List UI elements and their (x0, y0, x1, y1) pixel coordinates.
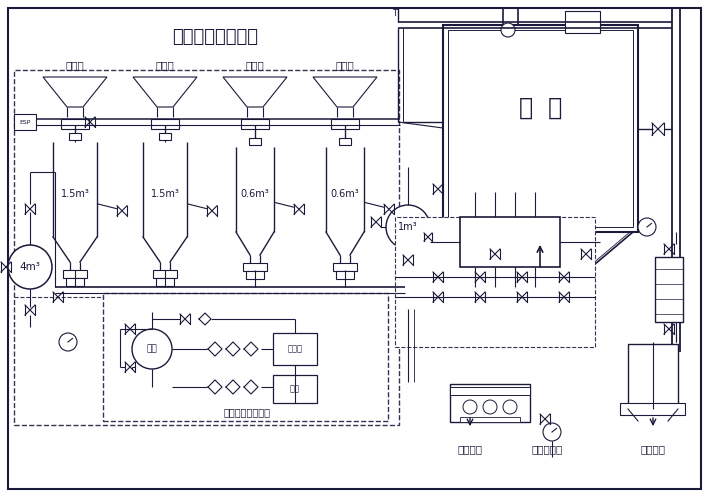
Text: 0.6m³: 0.6m³ (330, 189, 359, 199)
Bar (448, 30, 633, 227)
Bar (339, 138, 351, 145)
Bar (273, 333, 317, 365)
Text: 四电场: 四电场 (335, 60, 354, 70)
Circle shape (59, 333, 77, 351)
Text: 1.5m³: 1.5m³ (60, 189, 89, 199)
Bar (249, 138, 261, 145)
Bar (628, 344, 678, 409)
Text: 压力水进口: 压力水进口 (531, 444, 563, 454)
Text: 空压机: 空压机 (288, 344, 303, 353)
Polygon shape (223, 77, 287, 107)
Bar (331, 119, 359, 129)
Text: 三电场: 三电场 (245, 60, 264, 70)
Text: 0.6m³: 0.6m³ (240, 189, 269, 199)
Bar (460, 217, 560, 267)
Circle shape (386, 205, 430, 249)
Text: 备用: 备用 (290, 385, 300, 394)
Circle shape (132, 329, 172, 369)
Text: 湿灰装车: 湿灰装车 (457, 444, 483, 454)
Circle shape (638, 218, 656, 236)
Bar (103, 293, 388, 421)
Bar (395, 217, 595, 347)
Text: T: T (393, 8, 398, 17)
Circle shape (543, 423, 561, 441)
Text: 气力输送供气系统: 气力输送供气系统 (223, 407, 271, 417)
Text: 4m³: 4m³ (20, 262, 40, 272)
Bar (655, 257, 683, 322)
Polygon shape (313, 77, 377, 107)
Bar (159, 133, 171, 140)
Bar (620, 403, 685, 415)
Bar (66, 278, 84, 286)
Bar (333, 263, 357, 271)
Text: 二电场: 二电场 (155, 60, 174, 70)
Text: 一电场: 一电场 (66, 60, 84, 70)
Text: 干灰装车: 干灰装车 (640, 444, 666, 454)
Bar (450, 384, 530, 422)
Bar (443, 25, 638, 232)
Bar (336, 271, 354, 279)
Bar (156, 278, 174, 286)
Circle shape (8, 245, 52, 289)
Text: 浓相气力输送系统: 浓相气力输送系统 (172, 28, 258, 46)
Bar (151, 119, 179, 129)
Polygon shape (43, 77, 107, 107)
Circle shape (503, 400, 517, 414)
Bar (241, 119, 269, 129)
Bar (246, 271, 264, 279)
Circle shape (501, 23, 515, 37)
Bar (273, 375, 317, 403)
Bar (61, 119, 89, 129)
Text: 灰  库: 灰 库 (519, 96, 562, 120)
Bar (450, 387, 530, 395)
Circle shape (483, 400, 497, 414)
Bar (14, 114, 36, 130)
Text: 1m³: 1m³ (398, 222, 418, 232)
Bar (565, 11, 600, 33)
Text: 1.5m³: 1.5m³ (150, 189, 179, 199)
Bar (63, 270, 87, 278)
Text: ESP: ESP (19, 119, 30, 125)
Bar (14, 70, 399, 425)
Polygon shape (133, 77, 197, 107)
Text: 总罐: 总罐 (147, 344, 157, 353)
Circle shape (463, 400, 477, 414)
Bar (153, 270, 177, 278)
Bar (69, 133, 81, 140)
Bar (243, 263, 267, 271)
Bar (460, 417, 520, 422)
